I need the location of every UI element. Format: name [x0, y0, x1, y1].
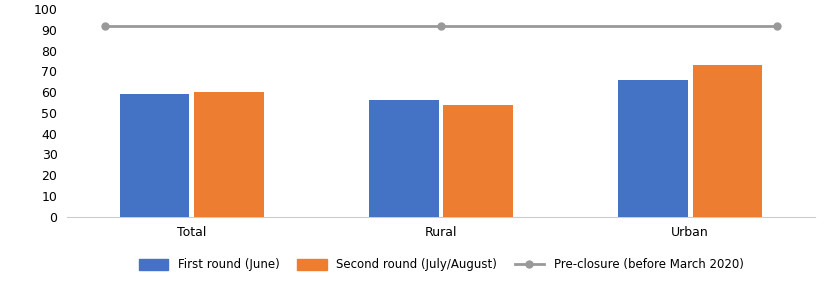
- Bar: [119, 94, 189, 217]
- Legend: First round (June), Second round (July/August), Pre-closure (before March 2020): First round (June), Second round (July/A…: [134, 254, 748, 276]
- Bar: [194, 92, 264, 217]
- Bar: [444, 104, 513, 217]
- Bar: [693, 65, 763, 217]
- Bar: [369, 101, 438, 217]
- Bar: [618, 80, 688, 217]
